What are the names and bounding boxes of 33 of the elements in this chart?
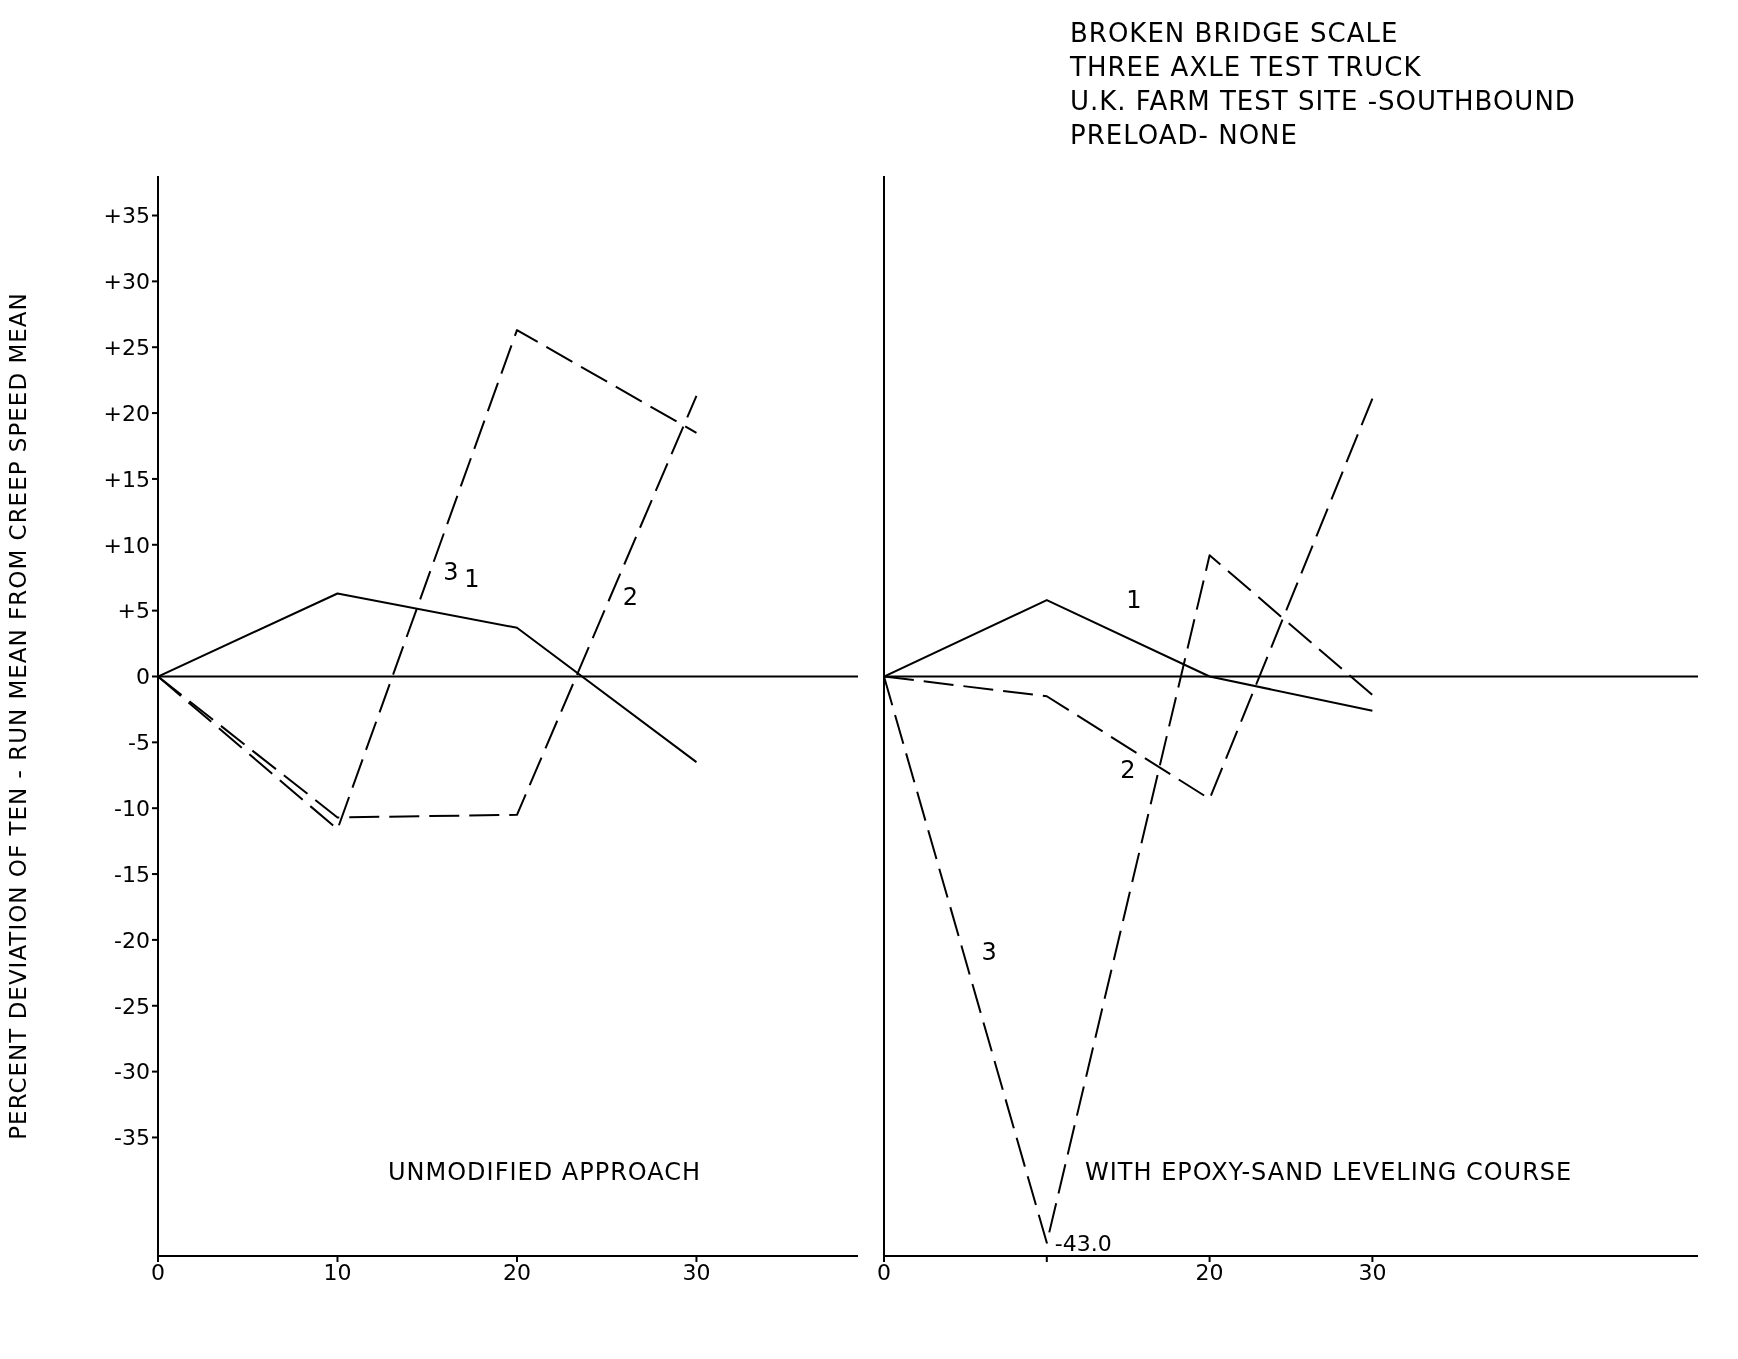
chart-title: BROKEN BRIDGE SCALE (1070, 17, 1400, 50)
y-axis-title: PERCENT DEVIATION OF TEN - RUN MEAN FROM CREEP SPEED MEAN (5, 292, 32, 1140)
y-tick-label: +15 (103, 466, 150, 492)
x-tick-label: 30 (682, 1259, 711, 1285)
y-tick-label: +10 (103, 532, 150, 558)
y-tick-label: +30 (103, 269, 150, 295)
x-tick-label: 0 (877, 1259, 891, 1285)
annotation: WITH EPOXY-SAND LEVELING COURSE (1085, 1158, 1573, 1186)
x-tick-label: 10 (323, 1259, 352, 1285)
y-tick-label: -5 (128, 730, 150, 756)
y-tick-label: -10 (114, 796, 150, 822)
y-tick-label: +5 (117, 598, 150, 624)
y-tick-label: 0 (136, 664, 150, 690)
series-label: 1 (464, 564, 480, 593)
series-label: 3 (981, 937, 997, 966)
series-label: 2 (1120, 755, 1136, 784)
y-tick-label: -25 (114, 993, 150, 1019)
x-tick-label: 20 (1195, 1259, 1224, 1285)
x-tick-label: 30 (1358, 1259, 1387, 1285)
y-tick-label: +35 (103, 203, 150, 229)
annotation: UNMODIFIED APPROACH (388, 1158, 702, 1186)
y-tick-label: -30 (114, 1059, 150, 1085)
series-label: 1 (1126, 586, 1142, 615)
annotation: -43.0 (1054, 1230, 1112, 1256)
series-label: 3 (443, 557, 459, 586)
y-tick-label: +20 (103, 400, 150, 426)
y-tick-label: -20 (114, 927, 150, 953)
y-tick-label: -35 (114, 1125, 150, 1151)
y-tick-label: -15 (114, 861, 150, 887)
y-tick-label: +25 (103, 335, 150, 361)
chart-subtitle: THREE AXLE TEST TRUCK U.K. FARM TEST SITE -SOUTHBOUND PRELOAD- NONE (1070, 51, 1577, 152)
series-label: 2 (622, 583, 638, 612)
x-tick-label: 20 (502, 1259, 531, 1285)
